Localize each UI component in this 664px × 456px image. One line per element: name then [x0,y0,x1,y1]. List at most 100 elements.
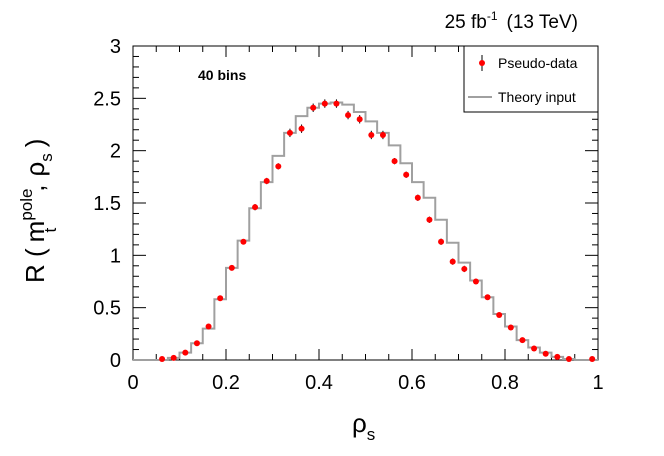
x-tick-label: 1 [592,372,603,394]
pseudo-data-point [461,265,468,273]
pseudo-data-marker [345,112,352,119]
y-tick-label: 2.5 [93,88,121,110]
y-tick-label: 2 [110,141,121,163]
pseudo-data-marker [193,340,200,347]
pseudo-data-marker [310,104,317,111]
y-label-rho-sub: s [37,153,56,162]
x-tick-label: 0 [127,372,138,394]
pseudo-data-point [554,353,561,360]
pseudo-data-marker [159,355,166,362]
x-tick-label: 0.2 [212,372,240,394]
title-lumi: 25 fb [445,12,487,33]
bins-annotation: 40 bins [198,67,246,83]
y-label-r: R ( [20,248,50,283]
x-axis-label-sub: s [367,425,376,444]
pseudo-data-point [472,278,479,285]
pseudo-data-point [426,216,433,223]
pseudo-data-marker [228,264,235,271]
pseudo-data-marker [507,324,514,331]
pseudo-data-point [565,355,572,362]
pseudo-data-point [321,99,328,108]
theory-input-step-line [133,101,598,361]
pseudo-data-marker [182,349,189,356]
pseudo-data-point [333,99,340,108]
pseudo-data-point [275,163,282,170]
pseudo-data-point [193,340,200,347]
pseudo-data-point [438,238,445,245]
pseudo-data-marker [333,100,340,107]
pseudo-data-point [217,295,224,302]
pseudo-data-point [310,103,317,112]
legend: Pseudo-data Theory input [463,45,599,113]
pseudo-data-marker [321,100,328,107]
pseudo-data-point [484,294,491,301]
x-tick-label: 0.6 [398,372,426,394]
title-energy: (13 TeV) [507,12,578,33]
pseudo-data-point [589,355,596,362]
axis-ticks-layer: 0 0.2 0.4 0.6 0.8 1 0 0.5 1 1.5 2 2.5 3 [93,36,603,394]
theory-step-layer [133,101,598,361]
pseudo-data-point [345,110,352,120]
x-axis-label: ρs [352,408,375,444]
pseudo-data-point [263,177,270,185]
y-label-sep: , [20,185,50,192]
pseudo-data-marker [484,294,491,301]
x-tick-label: 0.8 [491,372,519,394]
pseudo-data-marker [275,163,282,170]
pseudo-data-marker [461,265,468,272]
y-label-m-sup: pole [17,189,36,221]
pseudo-data-marker [496,311,503,318]
x-axis-label-main: ρ [352,408,367,438]
pseudo-data-point [403,171,410,178]
pseudo-data-point [542,350,549,357]
pseudo-data-point [449,258,456,265]
pseudo-data-point [379,130,386,140]
pseudo-data-marker [252,204,259,211]
pseudo-data-layer [159,99,596,362]
legend-box [463,45,599,113]
pseudo-data-point [228,264,235,271]
pseudo-data-point [205,323,212,330]
legend-theory-label: Theory input [498,89,576,105]
pseudo-data-marker [391,158,398,165]
y-tick-label: 0 [110,350,121,372]
pseudo-data-point [252,204,259,211]
title-lumi-exponent: -1 [487,9,498,23]
pseudo-data-point [182,349,189,356]
pseudo-data-marker [217,295,224,302]
y-label-close: ) [20,139,50,148]
pseudo-data-point [170,354,177,361]
pseudo-data-marker [263,178,270,185]
pseudo-data-marker [542,350,549,357]
legend-pseudo-data-label: Pseudo-data [498,55,578,71]
pseudo-data-point [286,128,293,138]
pseudo-data-marker [519,337,526,344]
pseudo-data-point [159,355,166,362]
y-tick-label: 1 [110,245,121,267]
pseudo-data-point [356,115,363,124]
pseudo-data-marker [531,345,538,352]
y-tick-label: 3 [110,36,121,58]
pseudo-data-point [507,324,514,331]
pseudo-data-point [531,345,538,352]
y-label-rho: ρ [20,162,50,177]
pseudo-data-marker [170,354,177,361]
pseudo-data-marker [368,131,375,138]
pseudo-data-point [391,157,398,165]
pseudo-data-marker [565,355,572,362]
pseudo-data-point [298,124,305,133]
pseudo-data-marker [403,171,410,178]
pseudo-data-marker [426,216,433,223]
pseudo-data-marker [472,278,479,285]
x-tick-label: 0.4 [305,372,333,394]
pseudo-data-marker [554,353,561,360]
pseudo-data-point [368,130,375,140]
pseudo-data-marker [414,194,421,201]
y-label-m: m [20,221,50,243]
pseudo-data-marker [589,355,596,362]
pseudo-data-marker [205,323,212,330]
pseudo-data-marker [298,125,305,132]
pseudo-data-marker [240,238,247,245]
